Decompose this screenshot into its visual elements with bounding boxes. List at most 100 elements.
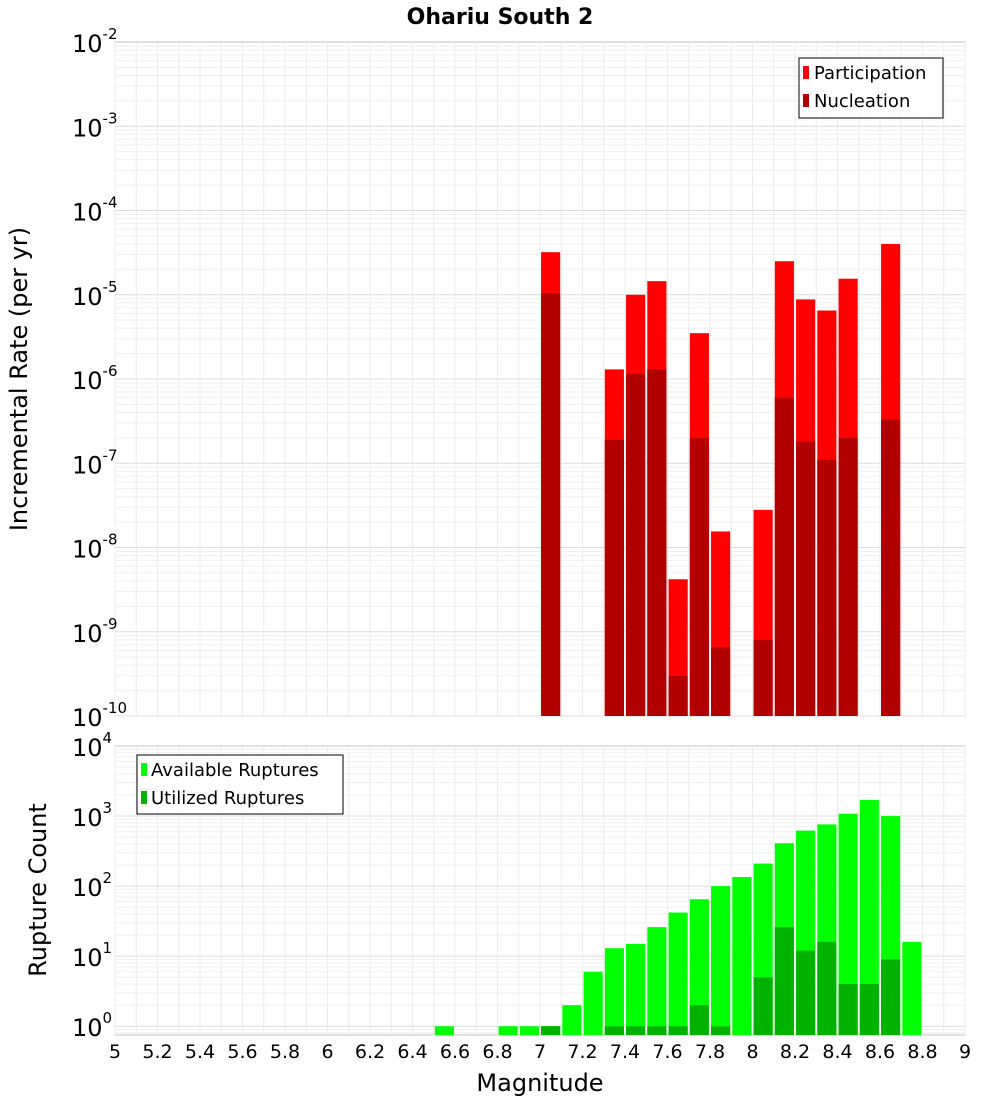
y-tick-label: 10-8 [72,531,118,564]
x-tick-label: 5.4 [185,1041,215,1063]
rate-legend: Participation Nucleation [798,57,944,119]
x-tick-label: 7.4 [610,1041,640,1063]
count-y-axis-label: Rupture Count [24,803,52,977]
utilized-ruptures-bar [881,959,901,1035]
x-tick-label: 6.8 [482,1041,512,1063]
y-tick-label: 104 [72,729,112,762]
available-ruptures-bar [859,799,879,1035]
y-tick-label: 10-6 [72,362,118,395]
count-y-tick-labels: 100 101 102 103 104 [72,729,112,1042]
nucleation-bar [774,397,794,716]
rate-legend-box [798,57,944,119]
utilized-ruptures-bar [753,977,773,1035]
x-tick-label: 7.2 [567,1041,597,1063]
rupture-count-panel: 100 101 102 103 104 5 5.2 5.4 5.6 5.8 6 6.2 6.4 6.6 6… [24,729,971,1097]
available-ruptures-bar [838,813,858,1035]
nucleation-legend-label: Nucleation [814,91,910,112]
y-tick-label: 100 [72,1009,112,1042]
x-tick-label: 5.8 [270,1041,300,1063]
available-ruptures-bar [689,899,709,1035]
utilized-ruptures-bar [711,1026,731,1035]
utilized-ruptures-bar [838,984,858,1035]
available-ruptures-bar [711,886,731,1035]
y-tick-label: 102 [72,869,112,902]
nucleation-bar [689,437,709,716]
nucleation-bar [668,675,688,716]
x-tick-label: 7.6 [652,1041,682,1063]
x-tick-label: 6 [321,1041,333,1063]
rate-y-tick-labels: 10-10 10-9 10-8 10-7 10-6 10-5 10-4 10-3 10-2 [72,25,127,732]
nucleation-bar [881,419,901,716]
x-tick-label: 5 [109,1041,121,1063]
available-ruptures-bar [519,1026,539,1035]
nucleation-bar [604,439,624,716]
available-ruptures-bar [902,941,922,1035]
available-ruptures-bar [668,912,688,1035]
nucleation-bar [626,373,646,716]
utilized-ruptures-bar [689,1005,709,1035]
top-gridlines [114,42,966,717]
y-tick-label: 10-2 [72,25,118,58]
y-tick-label: 10-5 [72,278,118,311]
x-tick-label: 8.6 [865,1041,895,1063]
utilized-ruptures-bar [859,984,879,1035]
available-ruptures-bar [732,876,752,1035]
x-tick-label: 8.4 [822,1041,852,1063]
utilized-ruptures-bar [817,941,837,1035]
utilized-ruptures-bar [626,1026,646,1035]
rupture-legend: Available Ruptures Utilized Ruptures [136,754,344,815]
utilized-ruptures-bar [647,1026,667,1035]
y-tick-label: 101 [72,939,112,972]
x-tick-label: 8.2 [780,1041,810,1063]
rate-bars [541,244,901,717]
nucleation-bar [817,459,837,716]
utilized-legend-swatch [141,791,147,804]
x-tick-label: 6.2 [355,1041,385,1063]
rupture-legend-box [136,754,344,815]
y-tick-label: 10-3 [72,109,118,142]
y-tick-label: 10-4 [72,194,118,227]
y-tick-label: 10-10 [72,699,127,732]
nucleation-bar [541,292,561,716]
nucleation-bar [711,647,731,716]
y-tick-label: 10-9 [72,615,118,648]
y-tick-label: 103 [72,799,112,832]
y-tick-label: 10-7 [72,446,118,479]
nucleation-bar [796,441,816,716]
available-ruptures-bar [626,943,646,1035]
x-tick-label: 8 [746,1041,758,1063]
utilized-ruptures-bar [796,950,816,1035]
nucleation-bar [647,369,667,716]
available-ruptures-bar [562,1005,582,1035]
participation-legend-swatch [803,66,809,79]
participation-legend-label: Participation [814,63,926,84]
x-tick-label: 5.6 [227,1041,257,1063]
available-ruptures-bar [583,971,603,1035]
x-tick-label: 9 [959,1041,971,1063]
available-legend-label: Available Ruptures [151,760,319,781]
utilized-ruptures-bar [541,1026,561,1035]
utilized-ruptures-bar [668,1026,688,1035]
x-tick-label: 8.8 [907,1041,937,1063]
available-ruptures-bar [434,1026,454,1035]
x-tick-label: 7.8 [695,1041,725,1063]
available-legend-swatch [141,763,147,776]
magnitude-x-tick-labels: 5 5.2 5.4 5.6 5.8 6 6.2 6.4 6.6 6.8 7 7.2 7.4 7.6 7.8 8… [109,1041,971,1063]
available-ruptures-bar [604,948,624,1035]
utilized-ruptures-bar [604,1026,624,1035]
chart-title: Ohariu South 2 [407,5,594,30]
utilized-legend-label: Utilized Ruptures [151,788,304,809]
x-tick-label: 5.2 [142,1041,172,1063]
x-tick-label: 6.4 [397,1041,427,1063]
nucleation-bar [838,437,858,716]
available-ruptures-bar [498,1026,518,1035]
x-tick-label: 6.6 [440,1041,470,1063]
nucleation-bar [753,639,773,716]
x-tick-label: 7 [534,1041,546,1063]
incremental-rate-panel: 10-10 10-9 10-8 10-7 10-6 10-5 10-4 10-3 10-2 In… [5,25,966,732]
available-ruptures-bar [647,927,667,1035]
utilized-ruptures-bar [774,927,794,1035]
rate-y-axis-label: Incremental Rate (per yr) [5,227,33,531]
x-axis-label: Magnitude [476,1069,603,1097]
